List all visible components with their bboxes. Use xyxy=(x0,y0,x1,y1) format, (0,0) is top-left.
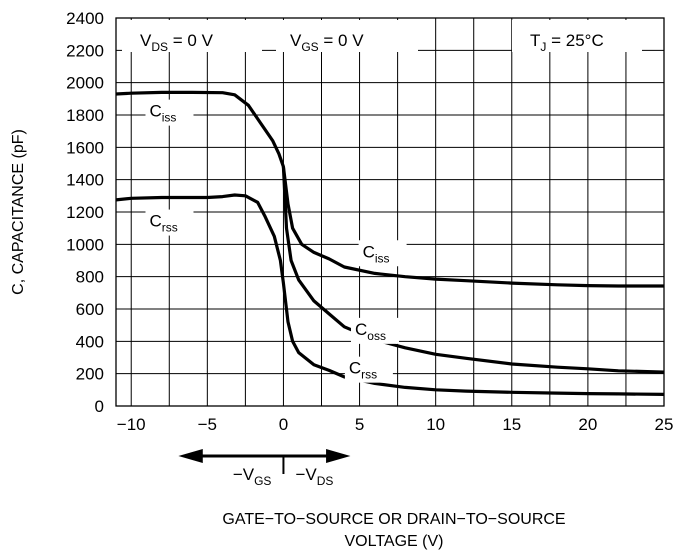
x-tick-label: 10 xyxy=(426,415,445,434)
arrow-label-gs-main: −V xyxy=(233,465,255,484)
x-tick-label: 15 xyxy=(502,415,521,434)
series-Crss-label-1: Crss xyxy=(349,359,377,382)
plot-frame xyxy=(115,17,665,407)
series-Ciss-label-bg-0 xyxy=(145,99,194,126)
y-tick-label: 0 xyxy=(95,397,104,416)
series-Ciss-label-0-main: C xyxy=(149,102,161,121)
y-tick-label: 1600 xyxy=(66,138,104,157)
series-Crss-line xyxy=(115,193,665,396)
y-tick-label: 1200 xyxy=(66,203,104,222)
series-Ciss-label-bg-1 xyxy=(358,240,407,267)
y-tick-label: 1800 xyxy=(66,106,104,125)
y-axis-label: C, CAPACITANCE (pF) xyxy=(10,129,27,295)
x-tick-label: 5 xyxy=(355,415,364,434)
series-Ciss-label-1-sub: iss xyxy=(375,251,390,265)
series-Crss-label-1-sub: rss xyxy=(361,368,377,382)
arrow-right-head xyxy=(326,449,351,463)
arrow-label-gs-sub: GS xyxy=(254,474,271,488)
condition-label-2-sub: J xyxy=(540,40,546,54)
series-Crss-label-0-sub: rss xyxy=(162,221,178,235)
arrow-left-head xyxy=(178,449,203,463)
condition-box-1 xyxy=(276,20,418,52)
y-tick-label: 400 xyxy=(76,332,104,351)
condition-label-0-sub: DS xyxy=(151,40,168,54)
x-tick-label: −5 xyxy=(198,415,217,434)
condition-label-1-rest: = 0 V xyxy=(319,31,365,50)
grid-lines xyxy=(115,17,665,407)
series-Crss-label-0-main: C xyxy=(149,212,161,231)
arrow-label-ds: −VDS xyxy=(295,465,333,488)
series-Crss-label-bg-0 xyxy=(145,209,194,236)
x-tick-label: 0 xyxy=(279,415,288,434)
condition-box-2 xyxy=(512,20,642,52)
series-Ciss-label-0: Ciss xyxy=(149,102,176,125)
arrow-label-gs: −VGS xyxy=(233,465,272,488)
series-Ciss-label-1-main: C xyxy=(363,242,375,261)
y-tick-label: 1400 xyxy=(66,171,104,190)
condition-label-1-main: V xyxy=(290,31,302,50)
arrow-label-ds-main: −V xyxy=(295,465,317,484)
y-tick-label: 800 xyxy=(76,268,104,287)
tick-labels: 0200400600800100012001400160018002000220… xyxy=(66,9,673,434)
x-axis-label-line1: GATE−TO−SOURCE OR DRAIN−TO−SOURCE xyxy=(222,511,565,528)
series-Coss-label-bg-0 xyxy=(350,317,399,344)
y-tick-label: 2400 xyxy=(66,9,104,28)
condition-label-2-rest: = 25°C xyxy=(546,31,603,50)
label-backgrounds xyxy=(122,20,642,383)
y-tick-label: 200 xyxy=(76,365,104,384)
series-Crss-label-1-main: C xyxy=(349,359,361,378)
condition-label-2-main: T xyxy=(530,31,540,50)
condition-label-0-main: V xyxy=(140,31,152,50)
series-Coss-label-0-sub: oss xyxy=(367,329,386,343)
x-tick-label: 25 xyxy=(655,415,674,434)
y-tick-label: 2000 xyxy=(66,74,104,93)
series-Ciss-label-0-sub: iss xyxy=(162,111,177,125)
x-tick-label: 20 xyxy=(578,415,597,434)
y-tick-label: 600 xyxy=(76,300,104,319)
condition-label-1-sub: GS xyxy=(301,40,318,54)
condition-label-2: TJ = 25°C xyxy=(530,31,604,54)
condition-label-0-rest: = 0 V xyxy=(168,31,214,50)
condition-label-1: VGS = 0 V xyxy=(290,31,364,54)
series-Ciss-label-1: Ciss xyxy=(363,242,390,265)
arrow-label-ds-sub: DS xyxy=(317,474,334,488)
series-Crss-label-0: Crss xyxy=(149,212,177,235)
series-Crss-label-bg-1 xyxy=(344,356,393,383)
condition-label-0: VDS = 0 V xyxy=(140,31,214,54)
condition-box-0 xyxy=(122,20,262,52)
series-Ciss-line xyxy=(115,90,664,288)
x-axis-label-line2: VOLTAGE (V) xyxy=(345,533,444,550)
series-Coss-label-0-main: C xyxy=(355,320,367,339)
y-tick-label: 2200 xyxy=(66,41,104,60)
series-Coss-label-0: Coss xyxy=(355,320,386,343)
x-tick-label: −10 xyxy=(117,415,146,434)
y-tick-label: 1000 xyxy=(66,235,104,254)
